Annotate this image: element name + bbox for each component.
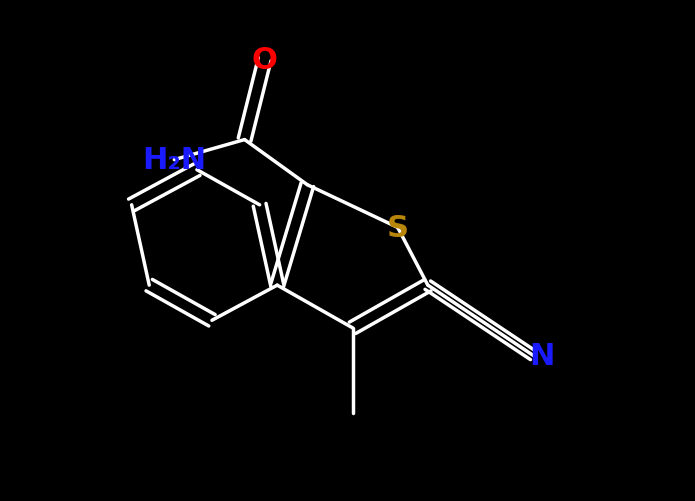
Text: S: S xyxy=(386,213,409,242)
Text: H₂N: H₂N xyxy=(142,146,206,175)
Text: N: N xyxy=(530,341,555,370)
Text: O: O xyxy=(252,46,277,75)
